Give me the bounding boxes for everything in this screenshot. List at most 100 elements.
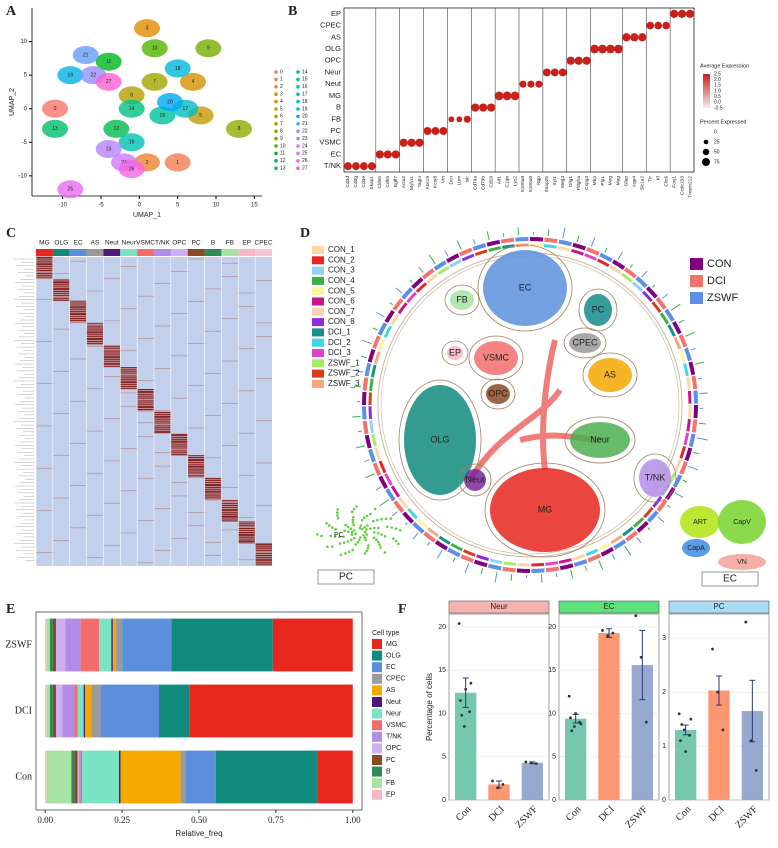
cluster-label: 7 <box>153 79 156 85</box>
y-tick-label: 0 <box>442 797 446 804</box>
gene-label: Cd79b <box>480 176 486 190</box>
group-ring <box>693 376 695 389</box>
inset-cell <box>377 527 380 530</box>
legend-label: OLG <box>386 652 401 659</box>
data-point <box>678 712 681 715</box>
expression-block <box>238 522 255 544</box>
legend-label: 25 <box>302 151 308 157</box>
cluster-label: 22 <box>91 72 97 78</box>
ring-tick <box>618 252 623 260</box>
inset-cell <box>390 526 393 529</box>
legend-swatch <box>296 70 300 74</box>
inset-cell <box>384 535 387 538</box>
inset-subcluster-label: PC <box>334 532 344 539</box>
x-tick-label: 5 <box>176 203 180 209</box>
group-ring <box>686 348 690 360</box>
legend-swatch <box>372 767 382 777</box>
legend-label: 13 <box>280 166 286 172</box>
legend-swatch <box>296 115 300 119</box>
data-point <box>634 614 637 617</box>
y-tick-label: 10 <box>20 39 27 45</box>
ring-tick <box>358 431 362 432</box>
legend-swatch <box>690 292 703 304</box>
cluster-label: VSMC <box>483 352 510 362</box>
legend-swatch <box>372 651 382 661</box>
inset-cell <box>352 516 355 519</box>
legend-label: VSMC <box>386 722 406 729</box>
dot <box>376 150 384 158</box>
legend-label: 14 <box>302 69 308 75</box>
expression-block <box>53 279 70 301</box>
y-tick-label: 20 <box>438 624 446 631</box>
group-ring <box>695 405 696 418</box>
dot <box>384 150 392 158</box>
dot <box>527 81 534 88</box>
data-point <box>744 621 747 624</box>
bar-segment <box>84 685 86 738</box>
inset-subcluster-label: VN <box>737 559 747 566</box>
data-point <box>722 729 725 732</box>
color-strip <box>154 249 171 256</box>
color-strip <box>221 249 238 256</box>
group-ring <box>380 323 386 335</box>
bar-segment <box>185 751 216 804</box>
legend-label: 0 <box>280 69 283 75</box>
sample-ring <box>544 246 556 248</box>
dot <box>646 22 654 30</box>
cluster-label: 21 <box>83 52 89 58</box>
inset-cell <box>340 553 343 556</box>
y-tick-label: 1 <box>662 743 666 750</box>
category-label: DCI <box>487 804 507 824</box>
group-ring <box>475 561 487 565</box>
size-key <box>702 158 710 166</box>
x-tick-label: -10 <box>58 203 67 209</box>
inset-cell <box>366 524 369 527</box>
group-ring <box>544 240 557 242</box>
data-point <box>684 750 687 753</box>
y-tick-label: 3 <box>662 635 666 642</box>
gene-label: Ngp <box>536 176 542 185</box>
legend-swatch <box>296 78 300 82</box>
gene-label: Ttr <box>648 176 654 182</box>
x-tick-label: 10 <box>213 203 220 209</box>
legend-swatch <box>312 380 324 388</box>
ring-tick <box>642 271 647 277</box>
row-label: EP <box>331 9 341 18</box>
legend-swatch <box>312 298 324 306</box>
inset-cell <box>359 524 362 527</box>
legend-swatch <box>312 256 324 264</box>
legend-label: DCI_3 <box>328 348 351 357</box>
legend-label: B <box>386 768 391 775</box>
ring-tick <box>585 566 587 571</box>
legend-swatch <box>372 790 382 800</box>
facet-title: PC <box>713 602 724 611</box>
bar-segment <box>62 685 74 738</box>
data-point <box>468 710 471 713</box>
sample-ring <box>688 377 690 389</box>
ring-tick <box>605 248 607 252</box>
sample-ring <box>450 261 461 267</box>
legend-swatch <box>274 122 278 126</box>
size-key <box>703 149 710 156</box>
gene-label: Lyz2 <box>512 176 518 186</box>
sample-ring <box>545 563 557 565</box>
inset-cell <box>359 536 362 539</box>
data-point <box>569 716 572 719</box>
gene-label: Mbp <box>592 176 598 186</box>
legend-swatch <box>274 137 278 141</box>
bar-segment <box>216 751 317 804</box>
group-ring <box>473 245 485 249</box>
ring-tick <box>392 512 397 516</box>
cluster-label: 2 <box>146 160 149 166</box>
bar-segment <box>99 619 111 672</box>
legend-swatch <box>312 277 324 285</box>
cluster-label: 13 <box>52 126 58 132</box>
x-tick-label: 15 <box>251 203 258 209</box>
sample-ring <box>680 350 684 362</box>
inset-cell <box>339 542 342 545</box>
cluster-label: 5 <box>199 113 202 119</box>
inset-cell <box>351 510 354 513</box>
legend-label: 6 <box>280 114 283 120</box>
color-strip <box>238 249 255 256</box>
size-label: 75 <box>714 159 720 165</box>
